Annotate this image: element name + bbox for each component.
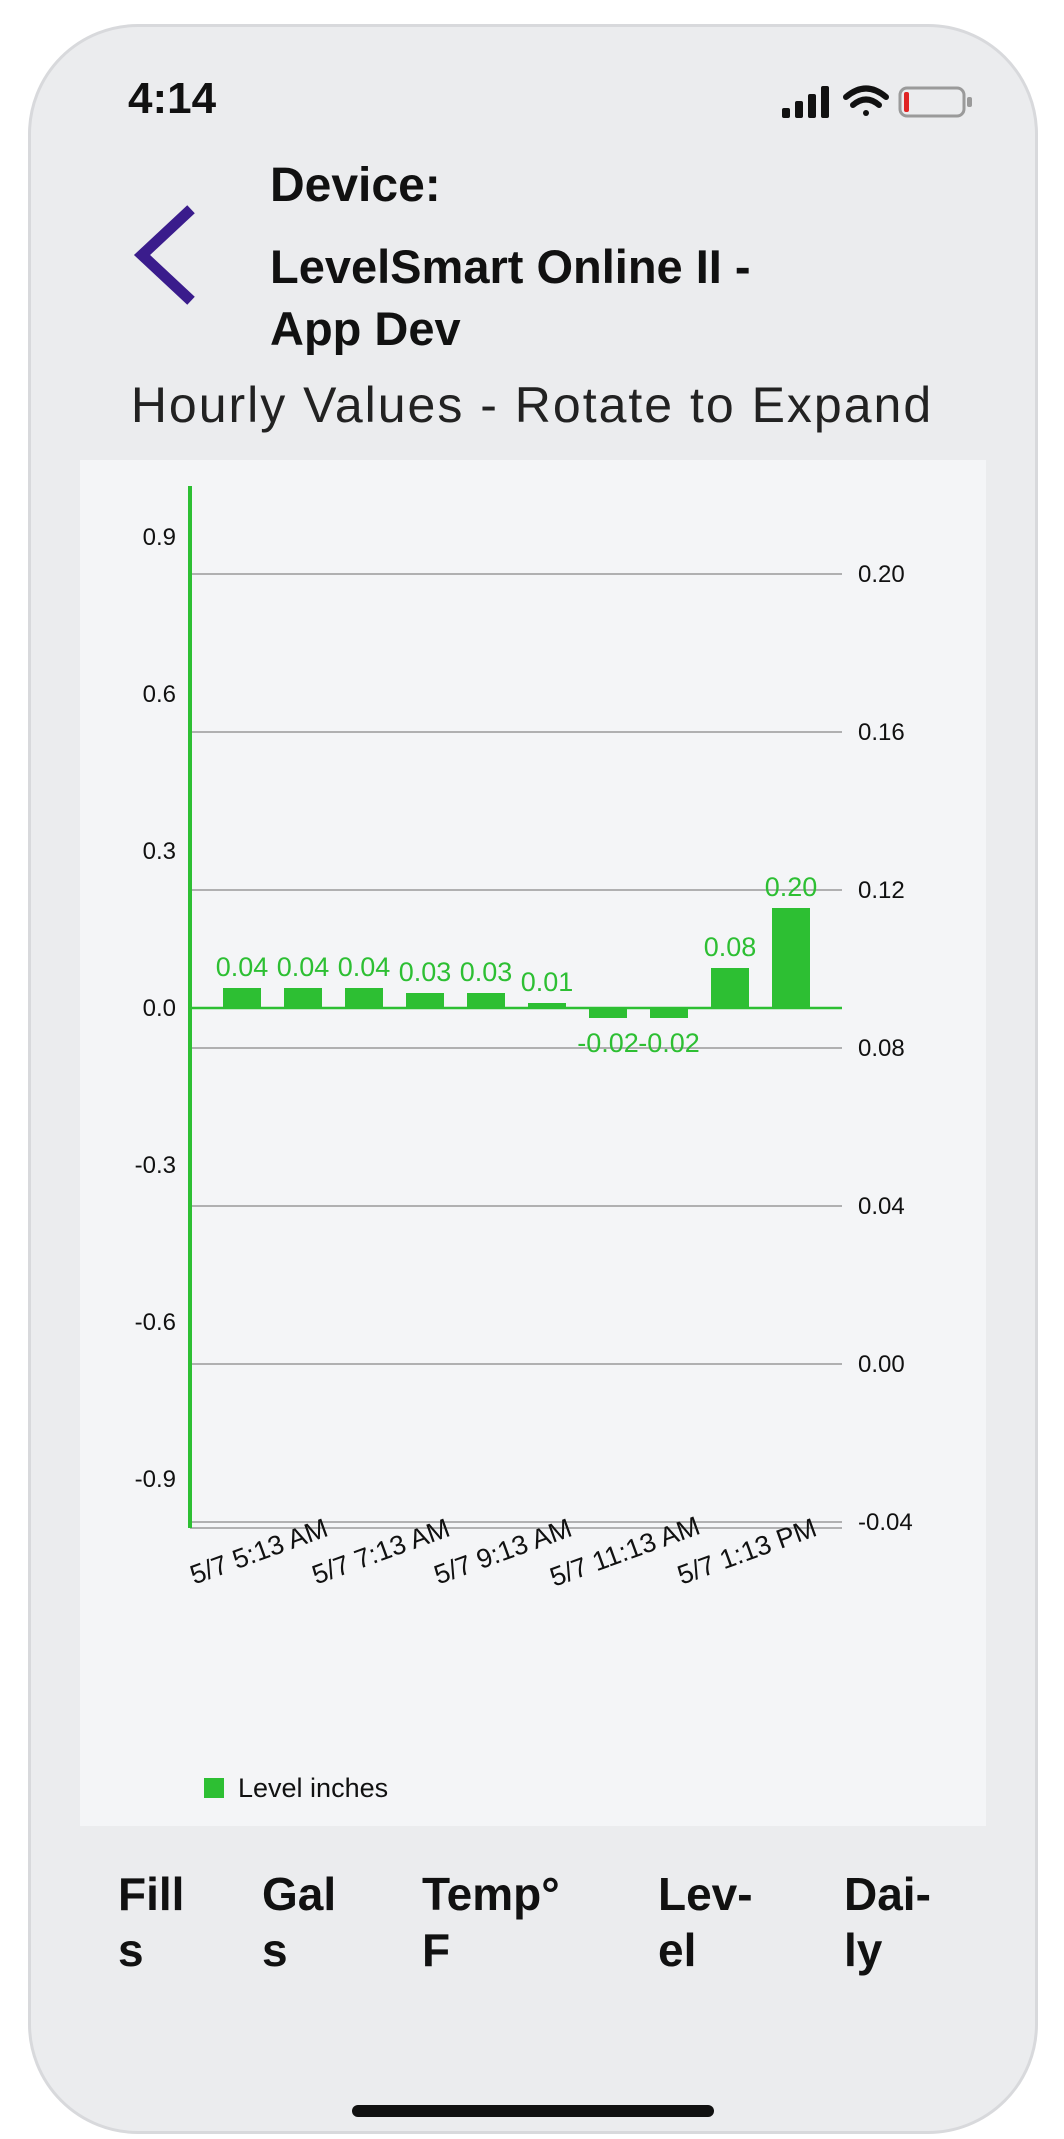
- device-label: Device:: [270, 159, 441, 212]
- left-axis-tick-label: -0.9: [135, 1466, 176, 1493]
- legend-label: Level inches: [238, 1773, 388, 1803]
- bar-value-label: 0.04: [216, 952, 269, 982]
- left-axis-tick-label: -0.3: [135, 1152, 176, 1179]
- bar: [406, 993, 444, 1008]
- left-axis-tick-label: 0.3: [143, 838, 176, 865]
- home-indicator: [352, 2105, 714, 2117]
- right-axis-tick-label: 0.00: [858, 1351, 905, 1378]
- right-axis-tick-label: 0.08: [858, 1035, 905, 1062]
- bottom-tab-bar: Fill s Gal s Temp° F Lev- el Dai- ly: [0, 1866, 1064, 1986]
- bar-value-label: -0.02: [577, 1028, 639, 1058]
- status-icons: [782, 85, 972, 118]
- bar-value-label: 0.03: [399, 957, 452, 987]
- left-axis-tick-label: 0.9: [143, 524, 176, 551]
- device-name: LevelSmart Online II - App Dev: [270, 240, 751, 355]
- bar: [772, 908, 810, 1008]
- bar: [650, 1008, 688, 1018]
- bar-value-label: -0.02: [638, 1028, 700, 1058]
- x-axis-tick-label: 5/7 5:13 AM: [186, 1513, 332, 1590]
- bar-value-label: 0.03: [460, 957, 513, 987]
- bar-value-label: 0.04: [338, 952, 391, 982]
- bar-value-label: 0.20: [765, 872, 818, 902]
- x-axis-tick-label: 5/7 7:13 AM: [308, 1513, 454, 1590]
- tab-fills[interactable]: Fill s: [118, 1868, 185, 1976]
- chart-subtitle: Hourly Values - Rotate to Expand: [130, 377, 934, 433]
- right-axis-tick-label: 0.04: [858, 1193, 905, 1220]
- bar: [467, 993, 505, 1008]
- right-axis-tick-label: -0.04: [858, 1509, 913, 1536]
- right-axis-tick-label: 0.16: [858, 719, 905, 746]
- left-axis-tick-label: 0.6: [143, 681, 176, 708]
- bar: [528, 1003, 566, 1008]
- bar: [589, 1008, 627, 1018]
- chart-panel: 0.20 0.16 0.12 0.08 0.04 0.00 -0.04 0.9 0.6 0.3 0.…: [80, 460, 986, 1826]
- bar: [223, 988, 261, 1008]
- chevron-left-icon: [133, 205, 195, 305]
- bar-value-label: 0.08: [704, 932, 757, 962]
- left-axis-tick-label: 0.0: [143, 995, 176, 1022]
- tab-gals[interactable]: Gal s: [262, 1868, 337, 1976]
- hourly-bar-chart: 0.20 0.16 0.12 0.08 0.04 0.00 -0.04 0.9 0.6 0.3 0.…: [135, 486, 913, 1803]
- status-time: 4:14: [128, 74, 217, 123]
- tab-level[interactable]: Lev- el: [658, 1868, 753, 1976]
- left-axis-tick-label: -0.6: [135, 1309, 176, 1336]
- battery-icon: [898, 86, 972, 118]
- tab-temp[interactable]: Temp° F: [422, 1868, 560, 1976]
- right-axis-tick-label: 0.12: [858, 877, 905, 904]
- right-axis-tick-label: 0.20: [858, 561, 905, 588]
- bar-value-label: 0.01: [521, 967, 574, 997]
- bar: [284, 988, 322, 1008]
- bar: [345, 988, 383, 1008]
- signal-icon: [782, 86, 829, 118]
- tab-daily[interactable]: Dai- ly: [844, 1868, 931, 1976]
- wifi-icon: [843, 85, 889, 116]
- back-button[interactable]: [132, 205, 202, 305]
- bar-value-label: 0.04: [277, 952, 330, 982]
- bar: [711, 968, 749, 1008]
- legend-swatch: [204, 1778, 224, 1798]
